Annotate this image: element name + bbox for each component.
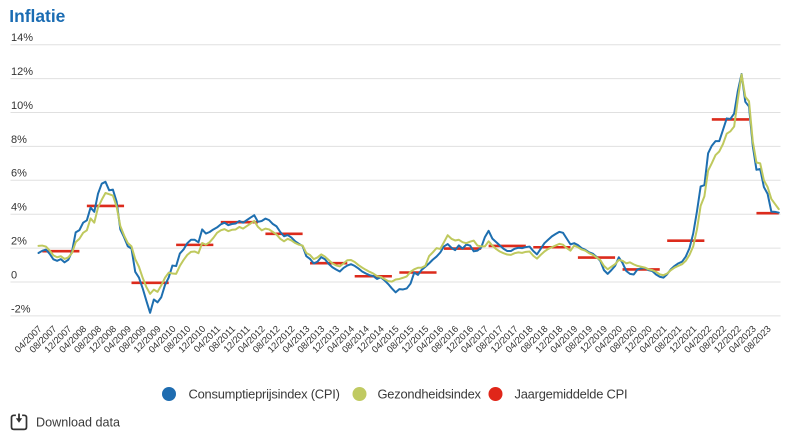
- svg-text:14%: 14%: [11, 32, 33, 44]
- svg-text:2%: 2%: [11, 236, 27, 248]
- svg-text:Jaargemiddelde CPI: Jaargemiddelde CPI: [515, 387, 628, 402]
- svg-text:12%: 12%: [11, 66, 33, 78]
- svg-text:4%: 4%: [11, 202, 27, 214]
- svg-text:8%: 8%: [11, 134, 27, 146]
- svg-text:10%: 10%: [11, 100, 33, 112]
- svg-text:Download data: Download data: [36, 416, 120, 430]
- svg-text:6%: 6%: [11, 168, 27, 180]
- svg-text:0: 0: [11, 269, 17, 281]
- svg-text:Consumptieprijsindex (CPI): Consumptieprijsindex (CPI): [189, 387, 340, 402]
- svg-text:-2%: -2%: [11, 303, 31, 315]
- svg-text:Inflatie: Inflatie: [9, 6, 65, 26]
- svg-text:Gezondheidsindex: Gezondheidsindex: [378, 387, 482, 402]
